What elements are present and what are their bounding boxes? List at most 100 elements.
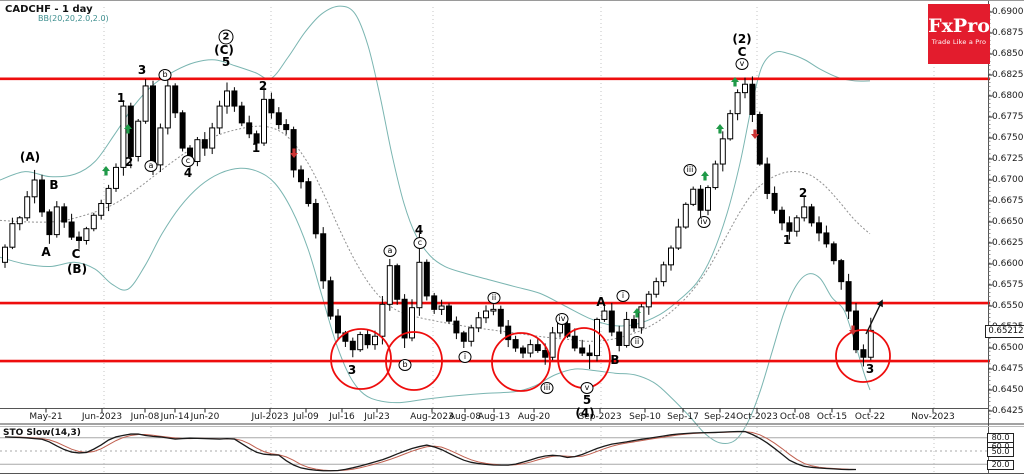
bullish-candle — [438, 305, 445, 310]
bullish-candle — [2, 246, 8, 263]
bullish-candle — [209, 127, 216, 149]
bearish-candle — [564, 323, 571, 337]
bullish-candle — [142, 85, 149, 122]
bearish-candle — [520, 347, 526, 354]
candlesticks — [2, 76, 874, 369]
bullish-candle — [867, 329, 874, 358]
bullish-candle — [734, 92, 741, 115]
wave-label: 2 — [124, 155, 134, 169]
bearish-candle — [542, 350, 549, 358]
bearish-candle — [76, 236, 82, 241]
bearish-candle — [505, 325, 512, 341]
trend-arrow-line — [865, 302, 882, 335]
wave-label: i — [616, 290, 630, 302]
bullish-candle — [9, 223, 16, 248]
bearish-candle — [860, 349, 867, 358]
bullish-candle — [379, 303, 386, 337]
bearish-candle — [823, 232, 830, 245]
bullish-candle — [727, 113, 734, 140]
highlight-circle[interactable] — [385, 331, 443, 391]
bullish-candle — [416, 261, 423, 309]
bullish-candle — [216, 105, 223, 129]
chart-symbol-title: CADCHF - 1 day — [5, 4, 93, 15]
wave-label: 3 — [347, 363, 357, 377]
date-axis-label: Jun-20 — [190, 412, 220, 422]
bearish-candle — [201, 139, 208, 149]
bearish-candle — [335, 315, 341, 334]
bullish-candle — [712, 163, 719, 189]
bullish-candle — [194, 139, 201, 163]
bullish-candle — [357, 334, 364, 351]
bearish-candle — [61, 206, 68, 223]
bearish-candle — [320, 233, 327, 282]
wave-label: c — [181, 155, 195, 167]
bearish-candle — [179, 112, 186, 149]
bearish-candle — [616, 331, 623, 346]
wave-label: 3 — [865, 362, 875, 376]
bearish-candle — [349, 340, 356, 351]
bullish-candle — [675, 226, 682, 249]
wave-label: 4 — [414, 223, 424, 237]
wave-label: v — [735, 58, 749, 70]
date-axis-label: Sep-10 — [629, 412, 661, 422]
wave-label: (B) — [66, 262, 88, 276]
highlight-circle[interactable] — [835, 329, 891, 383]
bearish-candle — [275, 112, 282, 126]
bearish-candle — [586, 352, 593, 357]
bullish-candle — [224, 90, 230, 107]
wave-label: iii — [683, 164, 697, 176]
bearish-candle — [312, 203, 319, 235]
highlight-circle[interactable] — [557, 327, 611, 389]
date-axis-label: Sep-2023 — [578, 412, 622, 422]
bearish-candle — [364, 334, 371, 346]
stochastic-lines — [0, 430, 989, 472]
wave-label: C — [71, 247, 81, 261]
bullish-candle — [742, 83, 748, 94]
wave-label: 5 — [221, 55, 231, 69]
wave-label: 1 — [782, 233, 792, 247]
date-axis-label: Jun-2023 — [81, 412, 123, 422]
bearish-candle — [394, 265, 401, 300]
bullish-candle — [164, 85, 171, 129]
bullish-candle — [801, 206, 808, 219]
bearish-candle — [150, 85, 156, 166]
bearish-candle — [579, 347, 586, 354]
sell-arrow-icon — [848, 325, 857, 335]
bearish-candle — [749, 83, 756, 115]
stochastic-level-tag: 50.0 — [987, 446, 1014, 457]
bullish-candle — [557, 323, 563, 334]
buy-arrow-icon — [730, 77, 739, 87]
bearish-candle — [497, 308, 504, 327]
month-gridlines — [103, 7, 935, 473]
bearish-candle — [453, 320, 460, 334]
highlight-circle[interactable] — [491, 332, 551, 392]
wave-label: (2) — [732, 32, 752, 46]
highlight-circle[interactable] — [330, 328, 392, 390]
date-axis-label: Aug-08 — [448, 412, 482, 422]
date-axis-label: Oct-15 — [816, 412, 848, 422]
stochastic-indicator-label: STO Slow(14,3) — [3, 428, 81, 438]
bearish-candle — [298, 169, 304, 183]
bullish-candle — [83, 228, 90, 241]
bearish-candle — [283, 124, 290, 131]
bullish-candle — [24, 196, 31, 219]
sell-arrow-icon — [290, 148, 298, 158]
bullish-candle — [120, 105, 127, 168]
wave-label: 5 — [582, 393, 592, 407]
bullish-candle — [638, 306, 645, 329]
wave-label: B — [49, 178, 59, 192]
bearish-candle — [327, 280, 334, 317]
fxpro-brand-text: FxPro — [928, 15, 990, 37]
bullish-candle — [468, 327, 475, 342]
wave-label: a — [144, 160, 158, 172]
bearish-candle — [786, 222, 793, 232]
